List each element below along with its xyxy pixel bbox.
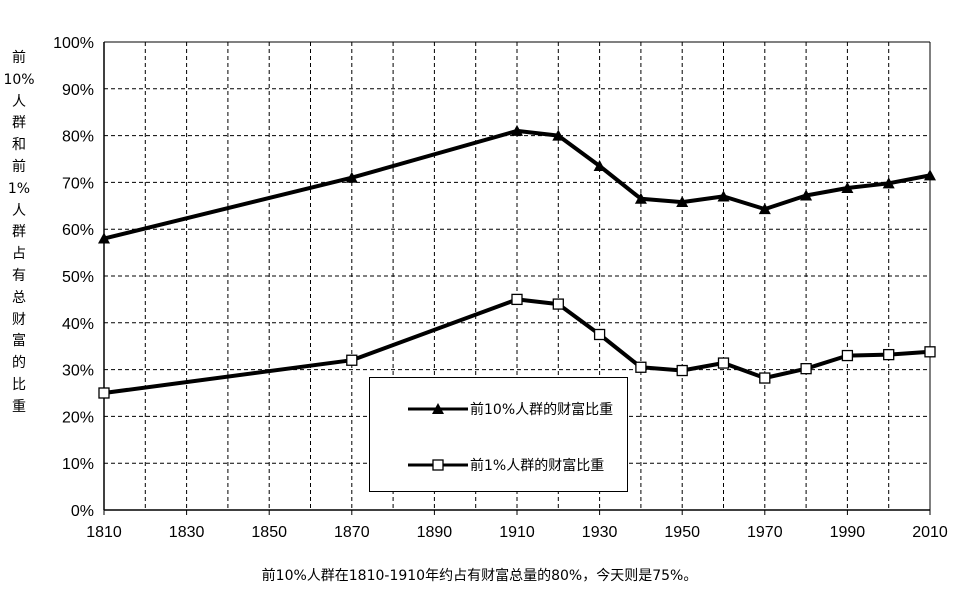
y-tick-labels: 0% 10% 20% 30% 40% 50% 60% 70% 80% 90% 100% (53, 35, 94, 520)
y-axis-label-char: 总 (12, 289, 26, 306)
x-tick-label: 1930 (582, 524, 618, 541)
series-0 (98, 124, 936, 244)
square-marker (676, 364, 688, 377)
axes (103, 41, 931, 515)
triangle-marker (924, 169, 936, 181)
y-axis-label-char: 人 (12, 93, 26, 110)
triangle-marker (593, 160, 606, 172)
y-tick-label: 70% (62, 175, 94, 192)
x-tick-label: 1910 (499, 524, 535, 541)
square-marker (593, 328, 606, 341)
x-tick-label: 2010 (912, 524, 948, 541)
square-marker (841, 349, 854, 362)
triangle-marker (634, 192, 647, 204)
legend-item-top1: 前1%人群的财富比重 (408, 455, 604, 475)
triangle-marker (511, 124, 523, 136)
legend-label-top1: 前1%人群的财富比重 (470, 458, 605, 474)
y-axis-label: 前 10% 人群和前 1% 人群占有总财富的比重 (3, 48, 35, 419)
series-1 (98, 293, 936, 399)
y-axis-label-char: 群 (12, 115, 26, 132)
legend-label-top10: 前10%人群的财富比重 (470, 402, 614, 418)
y-axis-label-char: 比 (12, 376, 26, 393)
y-axis-label-char: 前 (12, 50, 26, 66)
x-tick-label: 1830 (169, 524, 205, 541)
y-tick-label: 10% (62, 456, 94, 473)
grid-lines (104, 41, 930, 510)
x-tick-label: 1950 (664, 524, 700, 541)
y-axis-label-char: 群 (12, 224, 26, 241)
y-axis-label-char: 前 (12, 158, 26, 175)
x-tick-label: 1870 (334, 524, 370, 541)
triangle-marker (98, 232, 110, 244)
y-tick-label: 90% (62, 82, 94, 99)
y-tick-label: 40% (62, 316, 94, 333)
y-axis-label-char: 财 (12, 311, 26, 328)
y-axis-label-char: 10% (3, 71, 35, 88)
x-tick-label: 1890 (417, 524, 453, 541)
square-marker (759, 372, 771, 384)
square-marker (800, 363, 812, 375)
chart-caption: 前10%人群在1810-1910年约占有财富总量的80%，今天则是75%。 (261, 568, 698, 584)
square-marker (511, 293, 523, 306)
y-axis-label-char: 占 (12, 246, 26, 263)
triangle-marker (345, 171, 358, 183)
y-axis-label-char: 人 (12, 202, 26, 219)
y-tick-label: 20% (62, 409, 94, 426)
square-marker (346, 354, 358, 366)
y-axis-label-char: 有 (12, 267, 26, 284)
series-layer (98, 124, 936, 399)
x-tick-label: 1850 (251, 524, 287, 541)
y-tick-label: 50% (62, 269, 94, 286)
triangle-marker (841, 182, 854, 194)
square-marker (924, 346, 936, 358)
x-tick-label: 1810 (86, 524, 122, 541)
triangle-marker (552, 129, 565, 141)
y-tick-label: 80% (62, 129, 94, 146)
triangle-marker (800, 189, 813, 201)
square-marker (635, 361, 647, 373)
x-tick-label: 1970 (747, 524, 783, 541)
triangle-marker (676, 196, 689, 208)
x-tick-label: 1990 (830, 524, 866, 541)
triangle-marker (758, 203, 771, 215)
square-marker (717, 357, 730, 369)
square-marker (883, 348, 895, 361)
y-axis-label-char: 的 (12, 355, 26, 372)
square-marker (98, 387, 110, 399)
y-axis-label-char: 重 (12, 398, 26, 415)
y-tick-label: 0% (71, 503, 94, 520)
y-tick-label: 100% (53, 35, 94, 52)
legend-item-top10: 前10%人群的财富比重 (408, 399, 613, 419)
legend-marker-square (408, 459, 468, 471)
y-tick-label: 60% (62, 222, 94, 239)
y-axis-label-char: 和 (12, 137, 26, 154)
triangle-marker (882, 177, 895, 189)
y-tick-label: 30% (62, 363, 94, 380)
triangle-marker (717, 190, 730, 202)
legend: 前10%人群的财富比重 前1%人群的财富比重 (369, 377, 628, 492)
square-marker (552, 298, 564, 310)
legend-marker-triangle (408, 403, 468, 414)
y-axis-label-char: 富 (12, 333, 26, 350)
y-axis-label-char: 1% (7, 180, 31, 197)
x-tick-labels: 1810 1830 1850 1870 1890 1910 1930 1950 1970 1990… (86, 524, 948, 541)
